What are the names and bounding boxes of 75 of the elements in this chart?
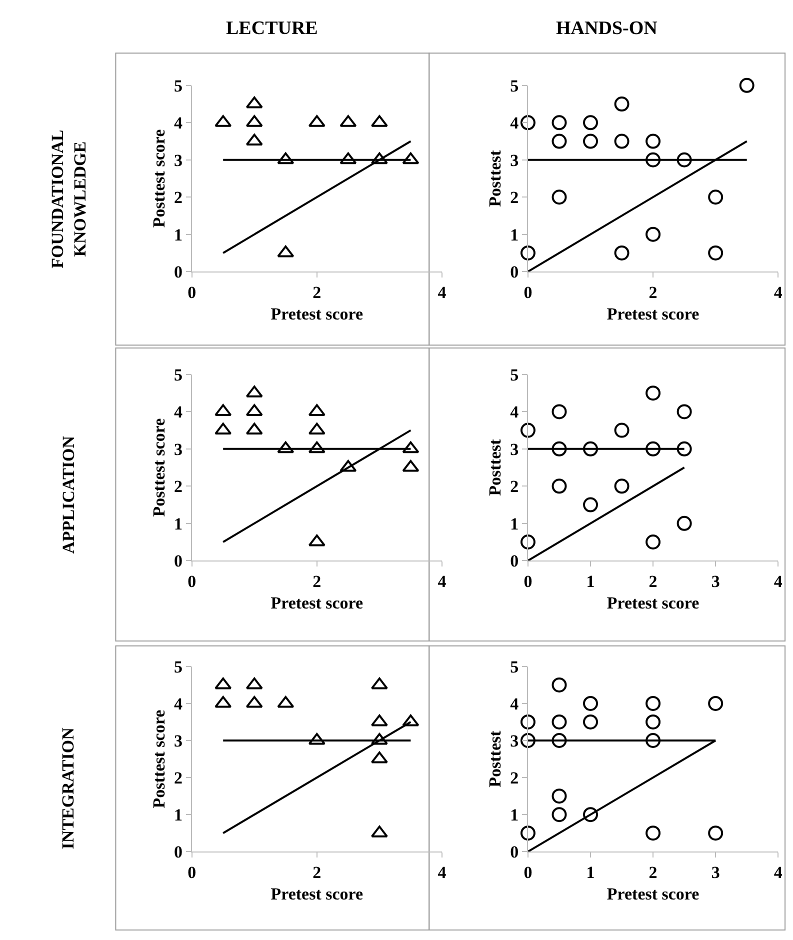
x-tick-label: 2 (312, 863, 322, 882)
y-axis-title: Posttest (486, 150, 505, 207)
y-axis-title: Posttest (486, 438, 505, 496)
x-tick-label: 0 (188, 282, 196, 302)
y-tick-label: 3 (174, 440, 182, 459)
y-tick-label: 2 (174, 768, 182, 788)
x-tick-label: 0 (524, 572, 532, 592)
x-tick-label: 4 (774, 863, 783, 882)
y-tick-label: 2 (510, 477, 519, 496)
y-tick-label: 3 (510, 440, 519, 459)
x-tick-label: 0 (188, 863, 196, 882)
y-tick-label: 1 (510, 225, 519, 244)
y-tick-label: 0 (174, 552, 182, 571)
x-axis-title: Pretest score (270, 593, 364, 612)
text: APPLICATION (58, 435, 78, 554)
x-tick-label: 3 (711, 572, 720, 592)
y-tick-label: 3 (174, 731, 182, 750)
y-tick-label: 5 (174, 657, 182, 676)
y-axis-title: Posttest score (149, 709, 168, 808)
y-tick-label: 2 (510, 768, 519, 788)
x-axis-title: Pretest score (270, 884, 364, 904)
y-tick-label: 1 (174, 225, 182, 244)
x-tick-label: 2 (312, 282, 322, 302)
y-axis-title: Posttest score (149, 128, 168, 228)
y-tick-label: 1 (174, 806, 182, 825)
y-axis-title: Posttest (486, 730, 505, 788)
text: INTEGRATION (58, 726, 78, 850)
x-tick-label: 4 (774, 572, 783, 592)
x-tick-label: 0 (188, 572, 196, 592)
y-tick-label: 1 (510, 514, 519, 534)
y-tick-label: 5 (510, 365, 519, 384)
x-tick-label: 4 (438, 282, 447, 302)
x-tick-label: 2 (648, 572, 658, 592)
y-tick-label: 4 (510, 114, 520, 133)
y-tick-label: 2 (510, 188, 519, 208)
y-tick-label: 5 (510, 76, 519, 96)
x-tick-label: 4 (438, 863, 447, 882)
y-tick-label: 4 (174, 694, 183, 714)
y-tick-label: 4 (174, 402, 183, 422)
y-tick-label: 5 (510, 657, 519, 676)
x-tick-label: 4 (774, 282, 783, 302)
y-tick-label: 5 (174, 365, 182, 384)
x-tick-label: 0 (524, 282, 532, 302)
x-axis-title: Pretest score (606, 593, 700, 612)
x-axis-title: Pretest score (270, 304, 364, 324)
y-tick-label: 4 (174, 114, 183, 133)
text: FOUNDATIONAL KNOWLEDGE (48, 130, 90, 268)
y-tick-label: 0 (174, 842, 182, 862)
y-tick-label: 0 (510, 262, 519, 282)
x-tick-label: 3 (711, 863, 720, 882)
y-tick-label: 5 (174, 76, 182, 96)
x-axis-title: Pretest score (606, 304, 700, 324)
y-tick-label: 3 (510, 731, 519, 750)
y-tick-label: 0 (510, 552, 519, 571)
y-tick-label: 2 (174, 188, 182, 208)
chart-title: LECTURE (226, 18, 318, 39)
y-tick-label: 1 (510, 806, 519, 825)
x-tick-label: 4 (438, 572, 447, 592)
y-tick-label: 1 (174, 514, 182, 534)
x-axis-title: Pretest score (606, 884, 700, 904)
y-tick-label: 4 (510, 694, 520, 714)
x-tick-label: 1 (586, 572, 595, 592)
y-tick-label: 2 (174, 477, 182, 496)
x-tick-label: 1 (586, 863, 595, 882)
x-tick-label: 2 (648, 282, 658, 302)
chart-title: HANDS-ON (556, 18, 658, 39)
y-tick-label: 4 (510, 402, 520, 422)
y-tick-label: 3 (174, 150, 182, 170)
y-tick-label: 0 (174, 262, 182, 282)
x-tick-label: 2 (648, 863, 658, 882)
y-tick-label: 0 (510, 842, 519, 862)
y-axis-title: Posttest score (149, 418, 168, 517)
x-tick-label: 2 (312, 572, 322, 592)
x-tick-label: 0 (524, 863, 532, 882)
y-tick-label: 3 (510, 150, 519, 170)
